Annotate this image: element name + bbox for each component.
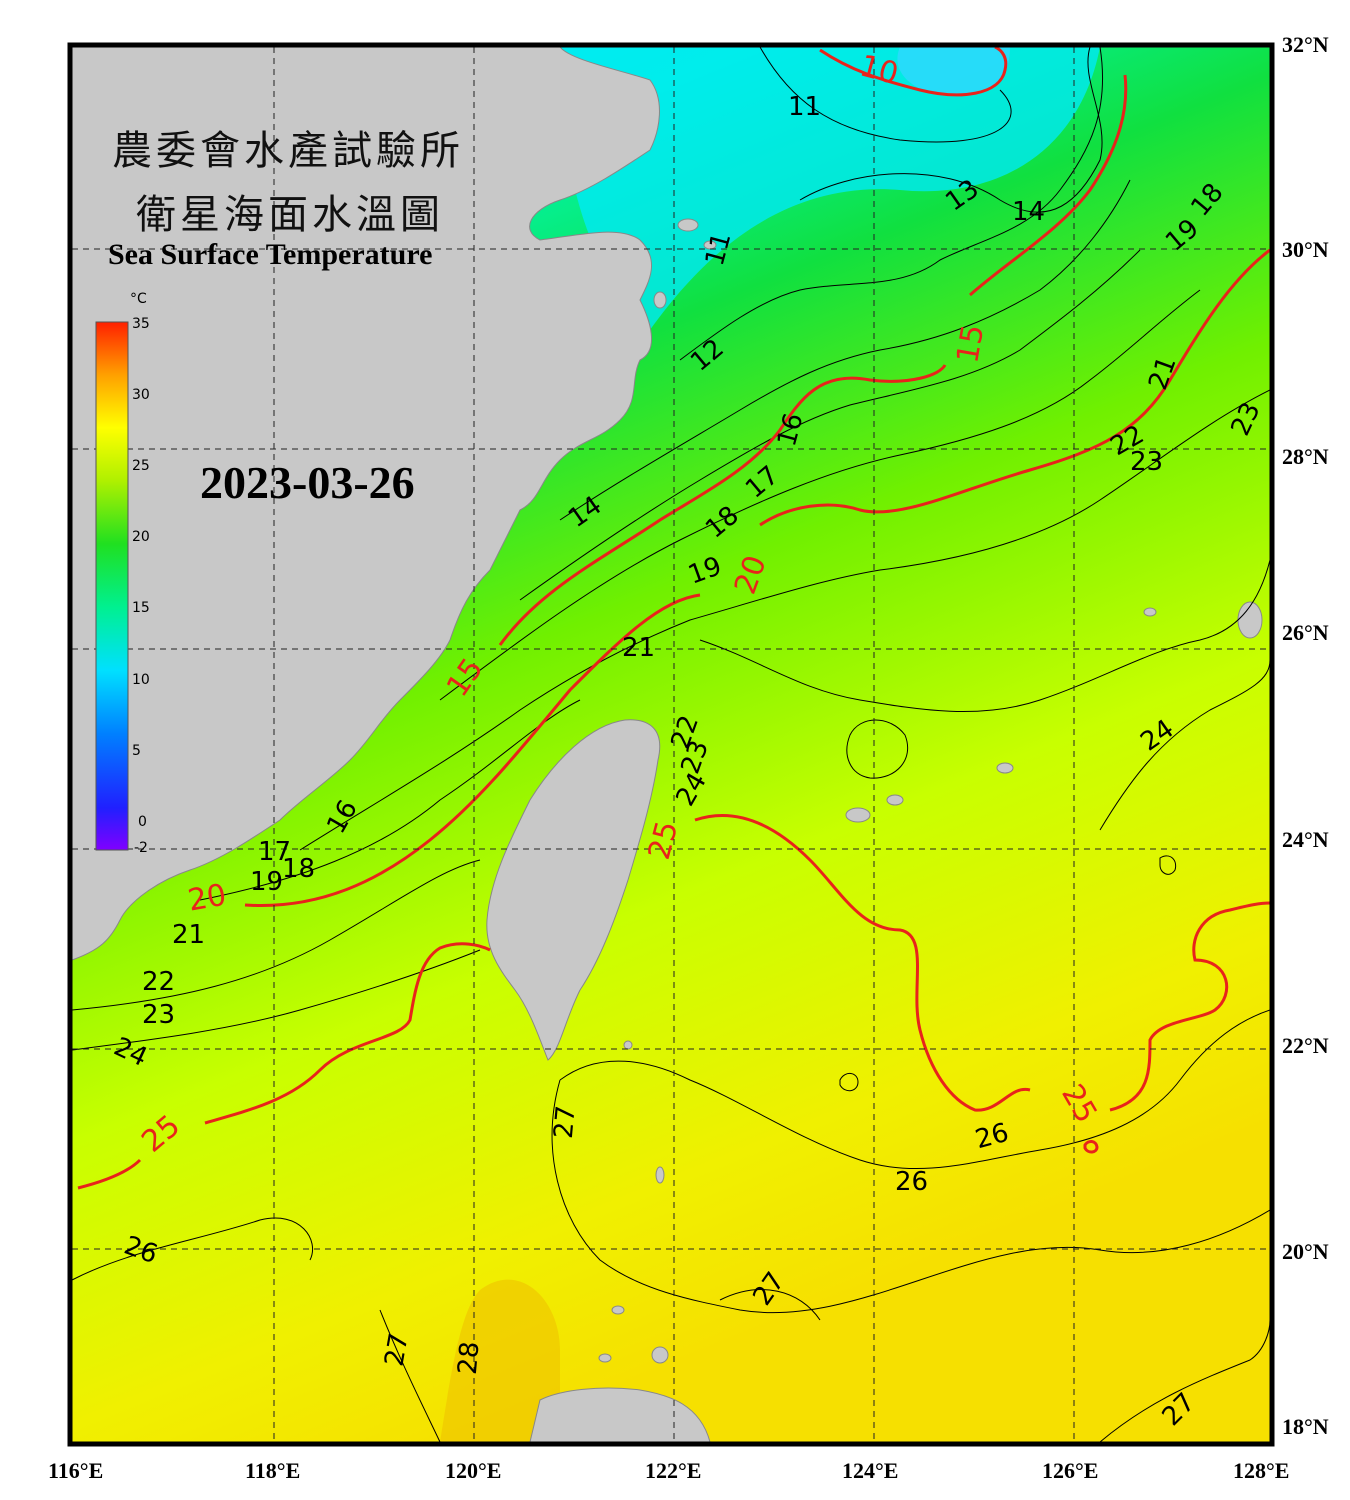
contour-label: 21	[172, 920, 205, 950]
lon-label: 122°E	[645, 1458, 701, 1483]
lat-label: 22°N	[1282, 1033, 1329, 1058]
mainland-land	[72, 47, 660, 961]
colorbar-tick: 35	[132, 316, 150, 332]
lon-label: 120°E	[445, 1458, 501, 1483]
contour-label: 23	[1130, 447, 1163, 477]
luzon-land	[529, 1387, 711, 1442]
contour-label: 21	[622, 633, 655, 663]
red-contours	[77, 47, 1270, 1190]
colorbar-tick: 0	[138, 814, 147, 830]
small-islands	[598, 218, 1263, 1364]
lon-label: 124°E	[842, 1458, 898, 1483]
lon-label: 116°E	[48, 1458, 103, 1483]
lon-label: 128°E	[1233, 1458, 1289, 1483]
contour-label: 17	[258, 837, 291, 867]
lat-label: 30°N	[1282, 237, 1329, 262]
map-date: 2023-03-26	[200, 457, 415, 508]
map-title-en: Sea Surface Temperature	[108, 238, 433, 271]
cold-water-patch	[560, 47, 1100, 330]
colorbar-tick: 20	[132, 529, 150, 545]
longitude-labels: 116°E 118°E 120°E 122°E 124°E 126°E 128°…	[48, 1458, 1289, 1483]
contour-label: 11	[788, 92, 821, 122]
agency-title: 農委會水產試驗所	[112, 128, 464, 174]
lat-label: 20°N	[1282, 1239, 1329, 1264]
lat-label: 18°N	[1282, 1414, 1329, 1439]
contour-label: 28	[453, 1340, 486, 1376]
taiwan-land	[486, 719, 661, 1061]
black-contours	[72, 47, 1270, 1442]
lat-label: 32°N	[1282, 32, 1329, 57]
latitude-labels: 32°N 30°N 28°N 26°N 24°N 22°N 20°N 18°N	[1282, 32, 1329, 1439]
contour-label: 23	[142, 1000, 175, 1030]
lon-label: 126°E	[1042, 1458, 1098, 1483]
lon-label: 118°E	[245, 1458, 300, 1483]
colorbar-tick: 30	[132, 387, 150, 403]
colorbar-tick: -2	[134, 840, 148, 856]
colorbar-gradient	[95, 321, 129, 851]
colorbar-tick: 15	[132, 600, 150, 616]
colorbar: °C 35 30 25 20 15 10 5 0 -2	[95, 291, 150, 856]
map-frame	[67, 42, 1275, 1447]
lat-label: 26°N	[1282, 620, 1329, 645]
contour-label: 22	[142, 967, 175, 997]
contour-label-red: 15	[950, 322, 991, 366]
colorbar-tick: 10	[132, 672, 150, 688]
contour-label: 18	[282, 854, 315, 884]
warm-water-patch	[440, 1279, 560, 1442]
lat-label: 28°N	[1282, 444, 1329, 469]
contour-label: 27	[549, 1104, 582, 1140]
contour-label: 26	[895, 1167, 928, 1197]
contour-label: 27	[380, 1331, 415, 1369]
contour-label: 19	[250, 867, 283, 897]
colorbar-unit: °C	[130, 291, 147, 307]
colorbar-tick: 5	[132, 743, 141, 759]
graticule	[72, 47, 1270, 1442]
map-title-zh: 衛星海面水溫圖	[136, 192, 444, 238]
lat-label: 24°N	[1282, 827, 1329, 852]
contour-label: 14	[1012, 197, 1045, 227]
contour-label-red: 20	[185, 878, 229, 919]
coldest-water-patch	[897, 47, 1010, 97]
colorbar-tick: 25	[132, 458, 150, 474]
